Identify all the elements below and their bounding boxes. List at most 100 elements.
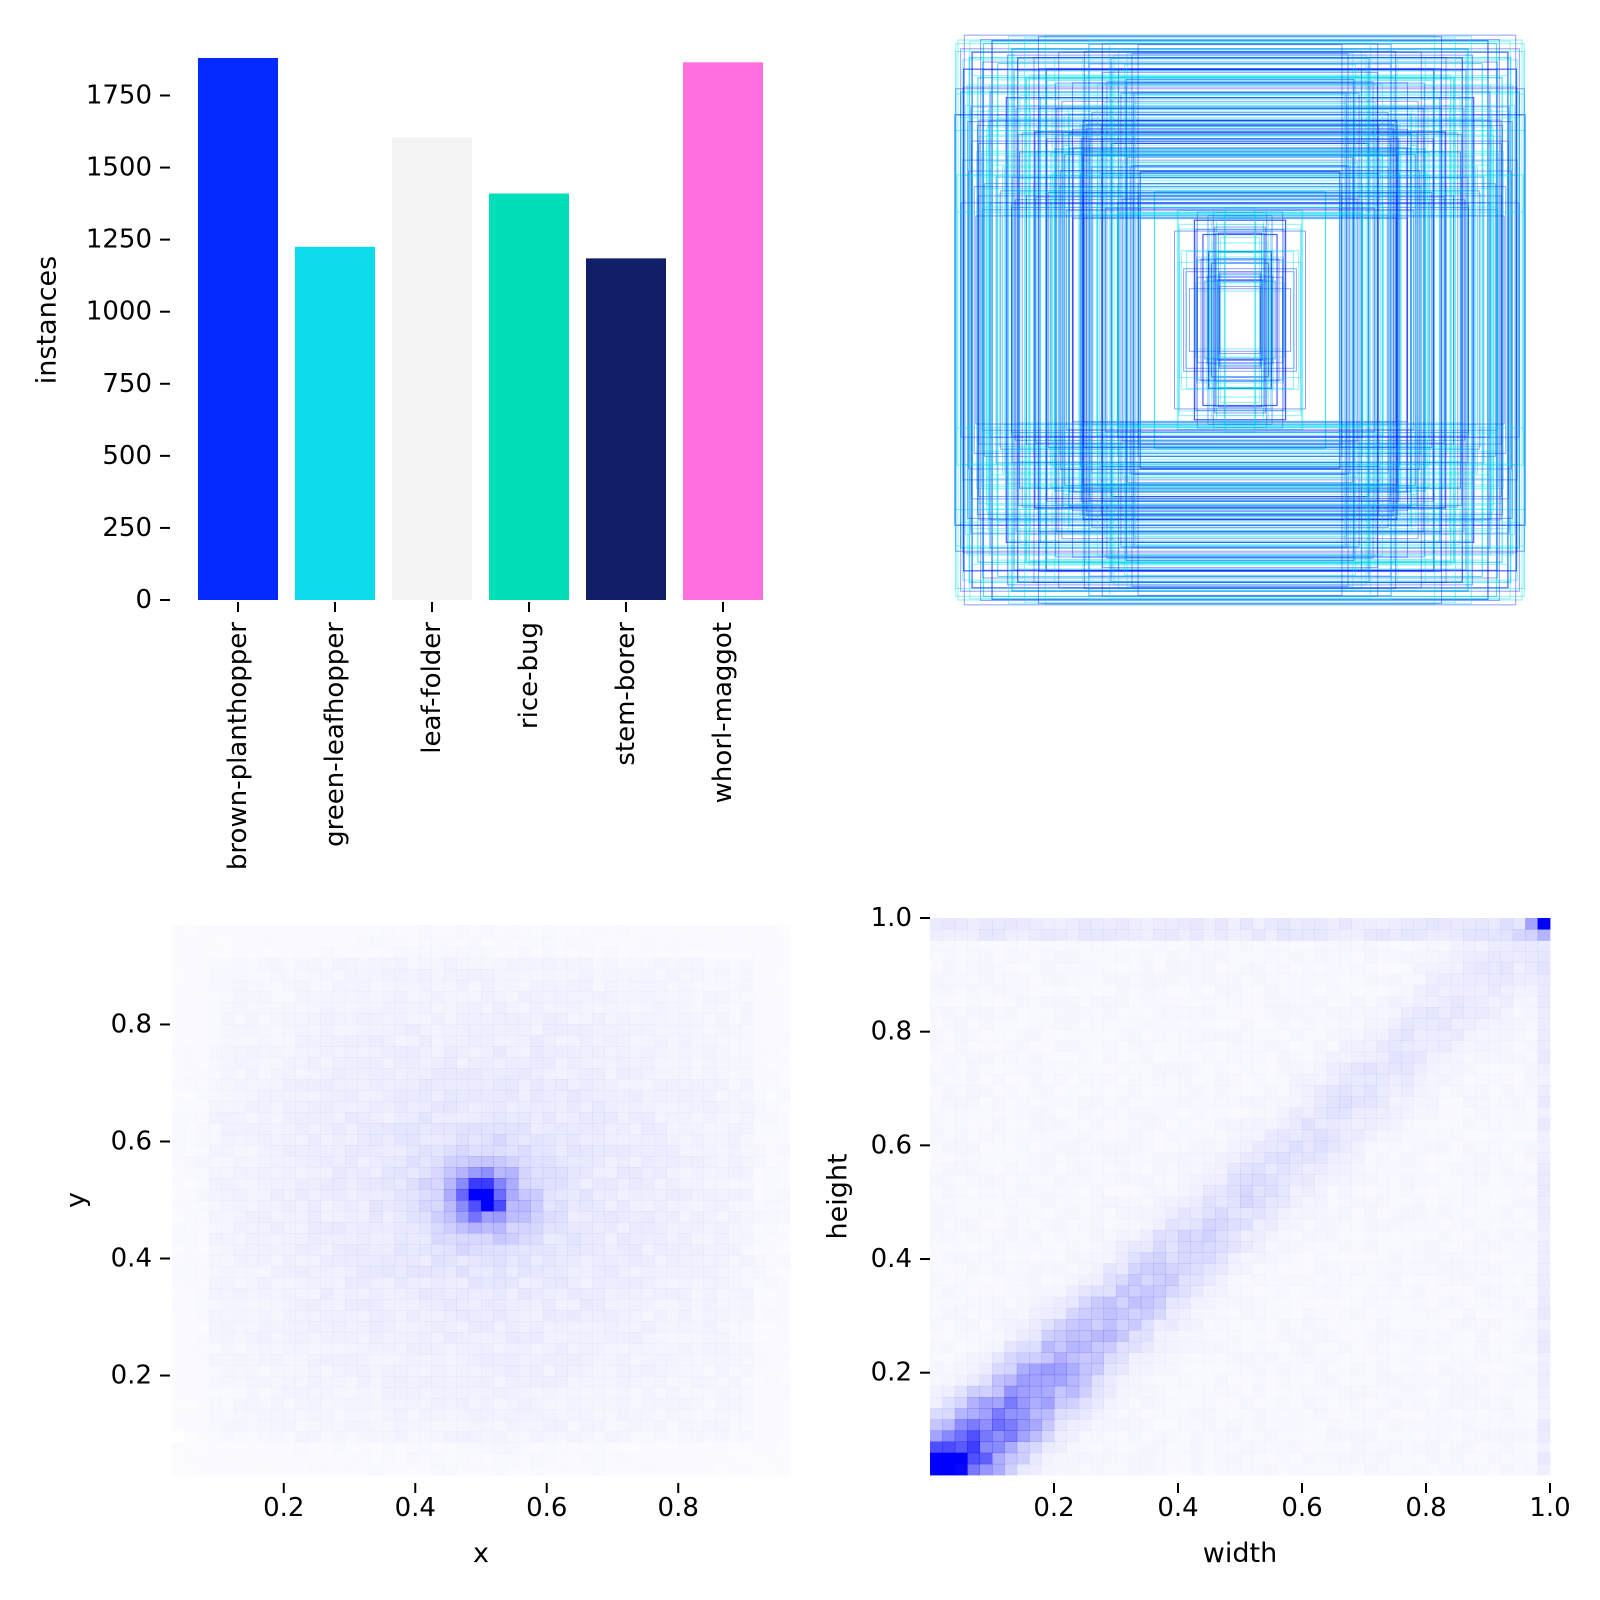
heatmap-cell — [270, 1233, 284, 1245]
heatmap-cell — [270, 1189, 284, 1201]
anchor-box — [1125, 78, 1355, 562]
heatmap-cell — [942, 1085, 955, 1097]
heatmap-cell — [753, 991, 766, 1002]
heatmap-cell — [283, 1321, 296, 1333]
heatmap-cell — [197, 1266, 210, 1277]
heatmap-cell — [246, 1233, 259, 1245]
heatmap-cell — [567, 1409, 581, 1421]
heatmap-cell — [930, 940, 943, 952]
heatmap-cell — [1451, 1085, 1464, 1097]
anchor-box — [997, 62, 1483, 578]
heatmap-cell — [431, 1145, 445, 1157]
heatmap-cell — [184, 1387, 197, 1398]
anchor-box — [1177, 210, 1303, 430]
heatmap-cell — [1190, 985, 1203, 997]
heatmap-cell — [1128, 1442, 1141, 1454]
heatmap-cell — [654, 1013, 667, 1025]
heatmap-cell — [555, 1343, 568, 1355]
heatmap-cell — [678, 1090, 692, 1102]
heatmap-cell — [382, 1343, 395, 1355]
heatmap-cell — [1451, 1364, 1464, 1376]
heatmap-cell — [505, 1255, 519, 1267]
heatmap-cell — [654, 1090, 667, 1102]
heatmap-cell — [270, 1321, 284, 1333]
heatmap-cell — [930, 1419, 943, 1431]
heatmap-cell — [954, 1430, 968, 1442]
anchor-box — [1125, 176, 1355, 464]
heatmap-cell — [1265, 951, 1278, 963]
heatmap-cell — [1401, 1308, 1414, 1320]
anchor-box — [1065, 135, 1415, 505]
heatmap-cell — [369, 1112, 383, 1124]
heatmap-cell — [666, 1189, 680, 1201]
heatmap-cell — [765, 980, 778, 991]
heatmap-cell — [555, 1321, 568, 1333]
heatmap-cell — [1401, 1197, 1414, 1209]
heatmap-cell — [753, 1343, 766, 1354]
heatmap-cell — [666, 1266, 680, 1278]
heatmap-cell — [616, 1024, 630, 1036]
heatmap-cell — [481, 1068, 494, 1080]
heatmap-cell — [481, 958, 494, 969]
heatmap-cell — [469, 958, 482, 969]
heatmap-cell — [369, 1156, 383, 1168]
heatmap-cell — [654, 936, 667, 947]
heatmap-cell — [1004, 1385, 1018, 1398]
heatmap-cell — [221, 1255, 234, 1266]
heatmap-cell — [542, 1057, 556, 1069]
heatmap-cell — [1438, 1107, 1451, 1119]
heatmap-cell — [431, 1156, 445, 1168]
heatmap-cell — [716, 936, 729, 947]
heatmap-cell — [1351, 1151, 1365, 1164]
heatmap-cell — [1128, 1397, 1141, 1409]
heatmap-cell — [1178, 1352, 1191, 1364]
heatmap-cell — [345, 1343, 358, 1355]
heatmap-cell — [357, 1321, 371, 1333]
heatmap-cell — [332, 1321, 346, 1333]
heatmap-cell — [296, 925, 309, 936]
heatmap-cell — [1116, 1241, 1129, 1253]
heatmap-cell — [419, 1288, 432, 1300]
heatmap-cell — [234, 947, 247, 958]
heatmap-cell — [258, 1046, 272, 1058]
heatmap-cell — [184, 1112, 197, 1123]
heatmap-cell — [728, 1112, 741, 1123]
heatmap-cell — [258, 1101, 272, 1113]
heatmap-cell — [1054, 1208, 1067, 1220]
heatmap-cell — [955, 1241, 968, 1253]
heatmap-cell — [369, 1376, 383, 1388]
heatmap-cell — [332, 1288, 346, 1300]
heatmap-cell — [992, 951, 1005, 963]
anchor-box — [1028, 74, 1452, 566]
heatmap-cell — [1290, 1341, 1303, 1353]
heatmap-cell — [1326, 929, 1340, 941]
heatmap-cell — [1240, 1464, 1253, 1476]
heatmap-cell — [172, 1200, 185, 1211]
heatmap-cell — [703, 936, 716, 947]
heatmap-cell — [530, 1332, 544, 1344]
heatmap-cell — [1116, 1052, 1129, 1064]
heatmap-cell — [1066, 1241, 1079, 1253]
heatmap-cell — [172, 1134, 185, 1145]
heatmap-cell — [493, 1112, 507, 1124]
heatmap-cell — [1042, 1252, 1055, 1264]
heatmap-cell — [616, 1310, 630, 1322]
heatmap-cell — [1091, 1442, 1104, 1454]
heatmap-cell — [1091, 1252, 1104, 1264]
heatmap-cell — [1426, 940, 1439, 952]
heatmap-cell — [419, 1277, 432, 1289]
heatmap-cell — [641, 1068, 655, 1080]
heatmap-cell — [1054, 1163, 1067, 1175]
heatmap-cell — [481, 1222, 494, 1234]
heatmap-cell — [382, 1178, 395, 1190]
heatmap-cell — [604, 1024, 618, 1036]
heatmap-cell — [1166, 1107, 1179, 1119]
heatmap-cell — [979, 1408, 993, 1420]
heatmap-cell — [1029, 1252, 1042, 1264]
heatmap-cell — [616, 1266, 630, 1278]
anchor-box — [1066, 209, 1414, 431]
anchor-box — [1079, 172, 1401, 468]
heatmap-cell — [1091, 996, 1104, 1008]
heatmap-cell — [654, 1244, 667, 1256]
heatmap-cell — [1314, 1062, 1328, 1075]
